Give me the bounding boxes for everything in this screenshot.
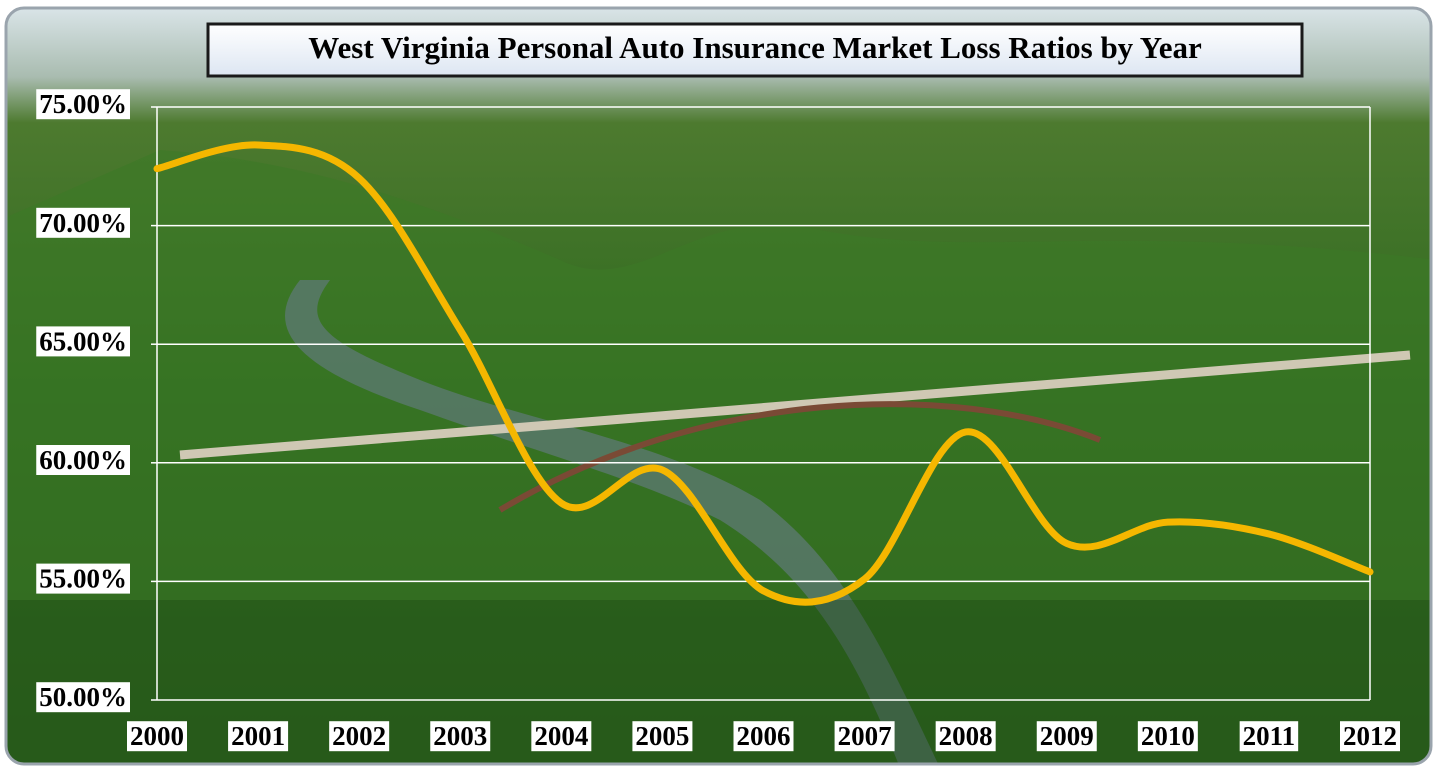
x-tick-label: 2004 [534,721,588,751]
background [0,0,1437,768]
x-tick-label: 2009 [1040,721,1094,751]
y-tick-label: 65.00% [39,326,127,356]
y-tick-label: 50.00% [39,682,127,712]
chart-title: West Virginia Personal Auto Insurance Ma… [308,30,1202,65]
x-tick-label: 2005 [635,721,689,751]
chart: West Virginia Personal Auto Insurance Ma… [0,0,1437,768]
x-tick-label: 2010 [1141,721,1195,751]
x-tick-label: 2006 [737,721,791,751]
y-tick-label: 60.00% [39,445,127,475]
x-tick-label: 2007 [838,721,892,751]
x-tick-label: 2001 [231,721,285,751]
x-tick-label: 2000 [130,721,184,751]
x-tick-label: 2002 [332,721,386,751]
x-tick-label: 2011 [1243,721,1296,751]
y-tick-label: 70.00% [39,208,127,238]
y-tick-label: 55.00% [39,564,127,594]
x-tick-label: 2008 [939,721,993,751]
x-tick-label: 2012 [1343,721,1397,751]
y-tick-label: 75.00% [39,89,127,119]
x-tick-label: 2003 [433,721,487,751]
